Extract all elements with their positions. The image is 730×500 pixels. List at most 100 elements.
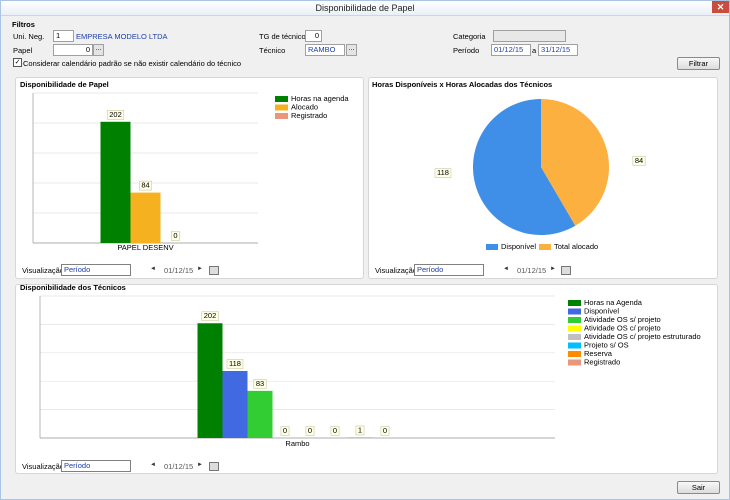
legend-swatch bbox=[568, 351, 581, 357]
field-label: Técnico bbox=[259, 46, 286, 55]
uni-neg-description: EMPRESA MODELO LTDA bbox=[76, 32, 168, 41]
bar bbox=[222, 370, 248, 438]
legend-swatch bbox=[275, 96, 288, 102]
bar bbox=[130, 192, 161, 243]
value-label: 118 bbox=[229, 359, 241, 368]
value-label-box bbox=[330, 426, 340, 436]
close-dialog-button[interactable]: Sair bbox=[677, 481, 720, 494]
value-label: 84 bbox=[141, 181, 149, 190]
periodo-separator: a bbox=[532, 46, 537, 55]
control-label: Visualização bbox=[375, 266, 417, 275]
lookup-button[interactable]: ... bbox=[346, 44, 357, 56]
legend-label: Atividade OS s/ projeto bbox=[584, 315, 661, 324]
date-label: 01/12/15 bbox=[164, 462, 194, 471]
calendar-button[interactable] bbox=[561, 266, 571, 275]
value-label-box bbox=[226, 359, 244, 369]
bar bbox=[197, 323, 223, 438]
mode-select[interactable]: Período bbox=[61, 460, 131, 472]
legend-swatch bbox=[568, 308, 581, 315]
legend-swatch bbox=[486, 244, 498, 250]
legend-label: Disponível bbox=[584, 306, 619, 315]
legend-swatch bbox=[568, 342, 581, 349]
panel bbox=[15, 284, 718, 474]
bar bbox=[100, 121, 131, 243]
legend-swatch bbox=[568, 334, 581, 340]
value-label-box bbox=[201, 311, 219, 322]
panel-title: Horas Disponíveis x Horas Alocadas dos T… bbox=[372, 80, 553, 89]
prev-button[interactable]: ◄ bbox=[150, 462, 156, 468]
legend-label: Horas na agenda bbox=[291, 94, 349, 103]
legend-swatch bbox=[568, 300, 581, 306]
date-label: 01/12/15 bbox=[517, 266, 547, 275]
mode-select[interactable]: Período bbox=[414, 264, 484, 276]
tg-input[interactable]: 0 bbox=[305, 30, 322, 42]
papel-input[interactable]: 0 bbox=[53, 44, 93, 56]
value-label-box bbox=[106, 110, 125, 120]
value-label: 202 bbox=[204, 311, 217, 320]
value-label: 0 bbox=[308, 426, 312, 435]
legend-swatch bbox=[568, 317, 581, 323]
value-label: 202 bbox=[109, 110, 122, 119]
value-label-box bbox=[380, 426, 390, 436]
legend-label: Alocado bbox=[291, 102, 318, 111]
value-label-box bbox=[139, 180, 152, 191]
prev-button[interactable]: ◄ bbox=[503, 266, 509, 272]
field-label: Período bbox=[453, 46, 480, 55]
date-label: 01/12/15 bbox=[164, 266, 194, 275]
periodo-end[interactable]: 31/12/15 bbox=[538, 44, 578, 56]
legend-label: Registrado bbox=[291, 111, 327, 120]
calendar-button[interactable] bbox=[209, 462, 219, 471]
value-label: 84 bbox=[635, 156, 643, 165]
checkbox[interactable]: ✓ bbox=[13, 58, 22, 67]
mode-select[interactable]: Período bbox=[61, 264, 131, 276]
uni-neg-input[interactable]: 1 bbox=[53, 30, 74, 42]
periodo-start[interactable]: 01/12/15 bbox=[491, 44, 531, 56]
title-bar bbox=[1, 1, 729, 16]
value-label: 0 bbox=[283, 426, 287, 435]
panel-title: Disponibilidade dos Técnicos bbox=[20, 283, 126, 292]
value-label-box bbox=[305, 426, 315, 436]
value-label: 0 bbox=[383, 426, 387, 435]
value-label: 118 bbox=[437, 168, 449, 177]
legend-label: Registrado bbox=[584, 357, 620, 366]
legend-swatch bbox=[539, 244, 551, 250]
value-label-box bbox=[355, 425, 365, 436]
checkbox-label: Considerar calendário padrão se não exis… bbox=[23, 59, 242, 68]
value-label: 0 bbox=[333, 426, 337, 435]
legend-label: Atividade OS c/ projeto estruturado bbox=[584, 332, 701, 341]
legend-swatch bbox=[275, 113, 288, 119]
legend-label: Disponível bbox=[501, 242, 536, 251]
prev-button[interactable]: ◄ bbox=[150, 266, 156, 272]
bar bbox=[247, 390, 273, 438]
lookup-button[interactable]: ... bbox=[93, 44, 104, 56]
legend-label: Horas na Agenda bbox=[584, 298, 643, 307]
legend-label: Reserva bbox=[584, 349, 613, 358]
value-label: 0 bbox=[173, 231, 177, 240]
tecnico-input[interactable]: RAMBO bbox=[305, 44, 345, 56]
categoria-input[interactable] bbox=[493, 30, 566, 42]
next-button[interactable]: ► bbox=[550, 266, 556, 272]
calendar-button[interactable] bbox=[209, 266, 219, 275]
field-label: TG de técnicos bbox=[259, 32, 310, 41]
panel bbox=[15, 77, 364, 279]
next-button[interactable]: ► bbox=[197, 462, 203, 468]
filter-button[interactable]: Filtrar bbox=[677, 57, 720, 70]
control-label: Visualização bbox=[22, 462, 64, 471]
category-label: PAPEL DESENV bbox=[117, 243, 173, 252]
legend-swatch bbox=[275, 104, 288, 111]
value-label: 1 bbox=[358, 425, 362, 434]
pie-slice bbox=[541, 99, 609, 226]
control-label: Visualização bbox=[22, 266, 64, 275]
category-label: Rambo bbox=[285, 439, 309, 448]
field-label: Papel bbox=[13, 46, 33, 55]
legend-swatch bbox=[568, 325, 581, 332]
panel-title: Disponibilidade de Papel bbox=[20, 80, 109, 89]
bar bbox=[347, 437, 373, 438]
pie-slice bbox=[473, 99, 576, 235]
next-button[interactable]: ► bbox=[197, 266, 203, 272]
legend-swatch bbox=[568, 359, 581, 366]
field-label: Categoria bbox=[453, 32, 486, 41]
close-button[interactable]: ✕ bbox=[712, 1, 729, 13]
